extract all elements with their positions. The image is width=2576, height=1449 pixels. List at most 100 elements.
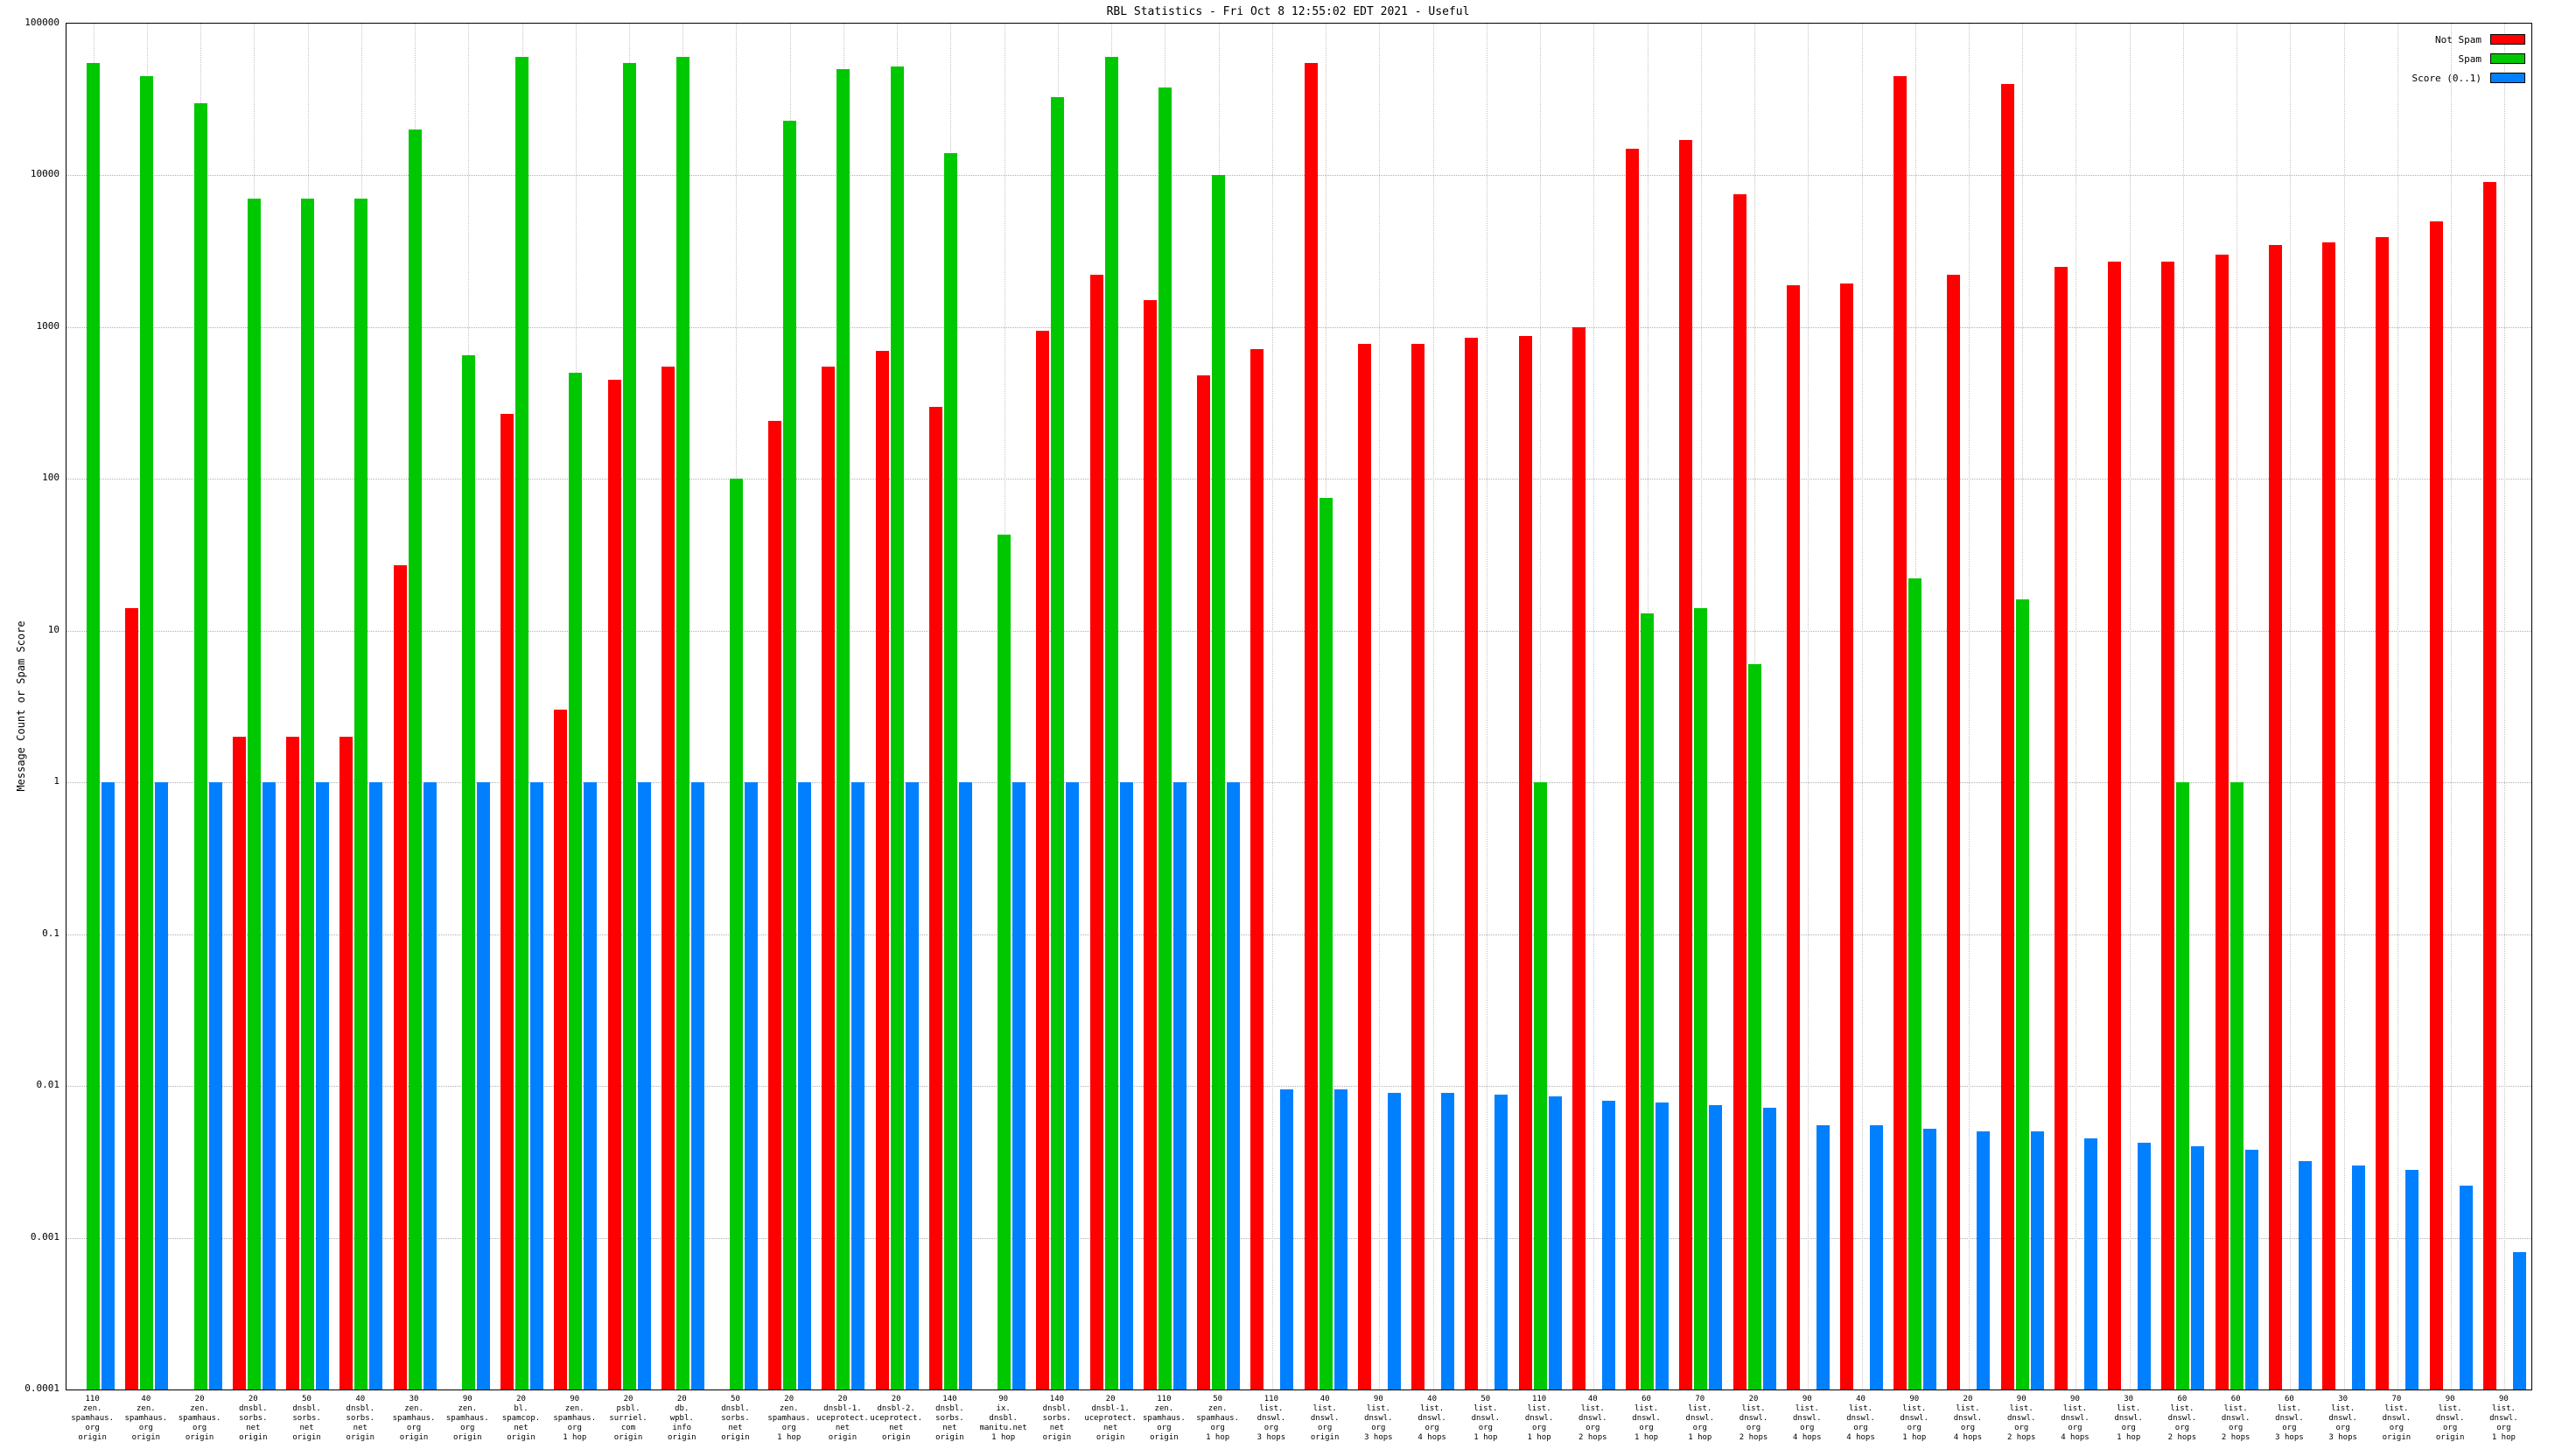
bar-score-40 bbox=[2191, 1146, 2205, 1390]
legend-swatch-score-icon bbox=[2490, 73, 2525, 83]
bar-notspam-46 bbox=[2482, 182, 2496, 1390]
bar-score-24 bbox=[1334, 1088, 1348, 1390]
x-tick-label: 20 list. dnswl. org 4 hops bbox=[1953, 1395, 1983, 1442]
x-tick-label: 20 dnsbl. sorbs. net origin bbox=[239, 1395, 268, 1442]
bar-score-42 bbox=[2298, 1160, 2312, 1390]
x-tick-label: 20 zen. spamhaus. org 1 hop bbox=[767, 1395, 811, 1442]
x-tick-label: 40 dnsbl. sorbs. net origin bbox=[346, 1395, 375, 1442]
bar-notspam-30 bbox=[1626, 148, 1640, 1390]
v-gridline bbox=[2343, 24, 2345, 1390]
x-tick-label: 30 zen. spamhaus. org origin bbox=[392, 1395, 436, 1442]
v-gridline bbox=[1432, 24, 1434, 1390]
bar-score-4 bbox=[262, 782, 276, 1390]
bar-score-35 bbox=[1923, 1129, 1937, 1390]
bar-notspam-24 bbox=[1304, 63, 1318, 1390]
h-gridline bbox=[66, 175, 2531, 177]
bar-notspam-17 bbox=[928, 406, 942, 1390]
bar-score-41 bbox=[2244, 1149, 2258, 1390]
h-gridline bbox=[66, 479, 2531, 480]
bar-score-31 bbox=[1709, 1104, 1723, 1390]
legend-swatch-spam-icon bbox=[2490, 53, 2525, 64]
v-gridline bbox=[2451, 24, 2453, 1390]
bar-spam-32 bbox=[1747, 664, 1761, 1390]
bar-score-34 bbox=[1870, 1125, 1883, 1390]
x-tick-label: 90 list. dnswl. org 3 hops bbox=[1364, 1395, 1393, 1442]
x-tick-label: 40 zen. spamhaus. org origin bbox=[124, 1395, 168, 1442]
bar-spam-7 bbox=[408, 130, 422, 1390]
bar-notspam-32 bbox=[1732, 194, 1746, 1390]
h-gridline bbox=[66, 630, 2531, 632]
bar-score-33 bbox=[1816, 1125, 1830, 1390]
v-gridline bbox=[2504, 24, 2506, 1390]
x-tick-label: 140 dnsbl. sorbs. net origin bbox=[935, 1395, 964, 1442]
x-tick-label: 50 list. dnswl. org 1 hop bbox=[1471, 1395, 1501, 1442]
bar-notspam-23 bbox=[1250, 348, 1264, 1390]
y-tick-label: 1000 bbox=[36, 319, 60, 332]
bar-spam-4 bbox=[247, 199, 261, 1390]
bar-score-16 bbox=[905, 782, 919, 1390]
x-tick-label: 60 list. dnswl. org 3 hops bbox=[2275, 1395, 2304, 1442]
bar-spam-8 bbox=[461, 355, 475, 1390]
plot-area bbox=[66, 23, 2532, 1390]
x-tick-label: 20 list. dnswl. org 2 hops bbox=[1739, 1395, 1768, 1442]
bar-score-37 bbox=[2030, 1131, 2044, 1390]
bar-notspam-14 bbox=[768, 421, 782, 1390]
bar-notspam-4 bbox=[232, 737, 246, 1390]
bar-spam-5 bbox=[301, 199, 315, 1390]
v-gridline bbox=[1861, 24, 1863, 1390]
legend-label-not-spam: Not Spam bbox=[2435, 33, 2482, 46]
bar-score-10 bbox=[584, 782, 598, 1390]
legend-item-not-spam: Not Spam bbox=[2412, 30, 2525, 49]
bar-score-8 bbox=[476, 782, 490, 1390]
v-gridline bbox=[2129, 24, 2131, 1390]
bar-score-39 bbox=[2138, 1143, 2152, 1390]
x-tick-label: 60 list. dnswl. org 1 hop bbox=[1632, 1395, 1661, 1442]
bar-notspam-31 bbox=[1679, 140, 1693, 1390]
bar-notspam-11 bbox=[607, 380, 621, 1390]
bar-spam-28 bbox=[1533, 782, 1547, 1390]
y-tick-label: 10000 bbox=[30, 168, 60, 180]
x-tick-label: 20 dnsbl-1. uceprotect. net origin bbox=[1084, 1395, 1137, 1442]
bar-spam-20 bbox=[1104, 57, 1118, 1390]
v-gridline bbox=[1968, 24, 1970, 1390]
bar-spam-10 bbox=[569, 373, 583, 1390]
legend: Not Spam Spam Score (0..1) bbox=[2412, 30, 2525, 88]
bar-score-45 bbox=[2459, 1186, 2473, 1390]
bar-score-26 bbox=[1441, 1093, 1455, 1390]
bar-notspam-15 bbox=[822, 366, 836, 1390]
bar-score-15 bbox=[851, 782, 865, 1390]
bar-score-22 bbox=[1227, 782, 1241, 1390]
v-gridline bbox=[1379, 24, 1381, 1390]
bar-score-3 bbox=[208, 782, 222, 1390]
bar-score-30 bbox=[1656, 1102, 1670, 1390]
v-gridline bbox=[2290, 24, 2292, 1390]
legend-item-score: Score (0..1) bbox=[2412, 68, 2525, 88]
bar-spam-31 bbox=[1694, 608, 1708, 1390]
v-gridline bbox=[1271, 24, 1273, 1390]
x-tick-label: 90 list. dnswl. org origin bbox=[2435, 1395, 2465, 1442]
v-gridline bbox=[1540, 24, 1542, 1390]
y-tick-label: 0.001 bbox=[30, 1230, 60, 1242]
x-tick-label: 20 bl. spamcop. net origin bbox=[501, 1395, 541, 1442]
x-tick-label: 90 list. dnswl. org 4 hops bbox=[1793, 1395, 1822, 1442]
x-tick-label: 40 list. dnswl. org 2 hops bbox=[1578, 1395, 1607, 1442]
bar-notspam-6 bbox=[340, 737, 354, 1390]
bar-notspam-7 bbox=[393, 564, 407, 1390]
bar-spam-30 bbox=[1641, 613, 1655, 1390]
bar-spam-1 bbox=[87, 63, 101, 1390]
bar-notspam-21 bbox=[1143, 300, 1157, 1390]
bar-spam-12 bbox=[676, 57, 690, 1390]
bar-score-20 bbox=[1119, 782, 1133, 1390]
bar-spam-35 bbox=[1908, 578, 1922, 1390]
bar-score-38 bbox=[2083, 1138, 2097, 1390]
x-tick-label: 30 list. dnswl. org 3 hops bbox=[2328, 1395, 2357, 1442]
x-tick-label: 90 list. dnswl. org 4 hops bbox=[2061, 1395, 2090, 1442]
bar-spam-21 bbox=[1158, 87, 1172, 1390]
bar-score-44 bbox=[2405, 1169, 2419, 1390]
bar-score-25 bbox=[1387, 1093, 1401, 1390]
x-tick-label: 110 zen. spamhaus. org origin bbox=[1143, 1395, 1186, 1442]
bar-spam-2 bbox=[140, 76, 154, 1390]
y-axis-title: Message Count or Spam Score bbox=[15, 620, 27, 792]
x-tick-label: 110 list. dnswl. org 1 hop bbox=[1524, 1395, 1554, 1442]
h-gridline bbox=[66, 782, 2531, 784]
